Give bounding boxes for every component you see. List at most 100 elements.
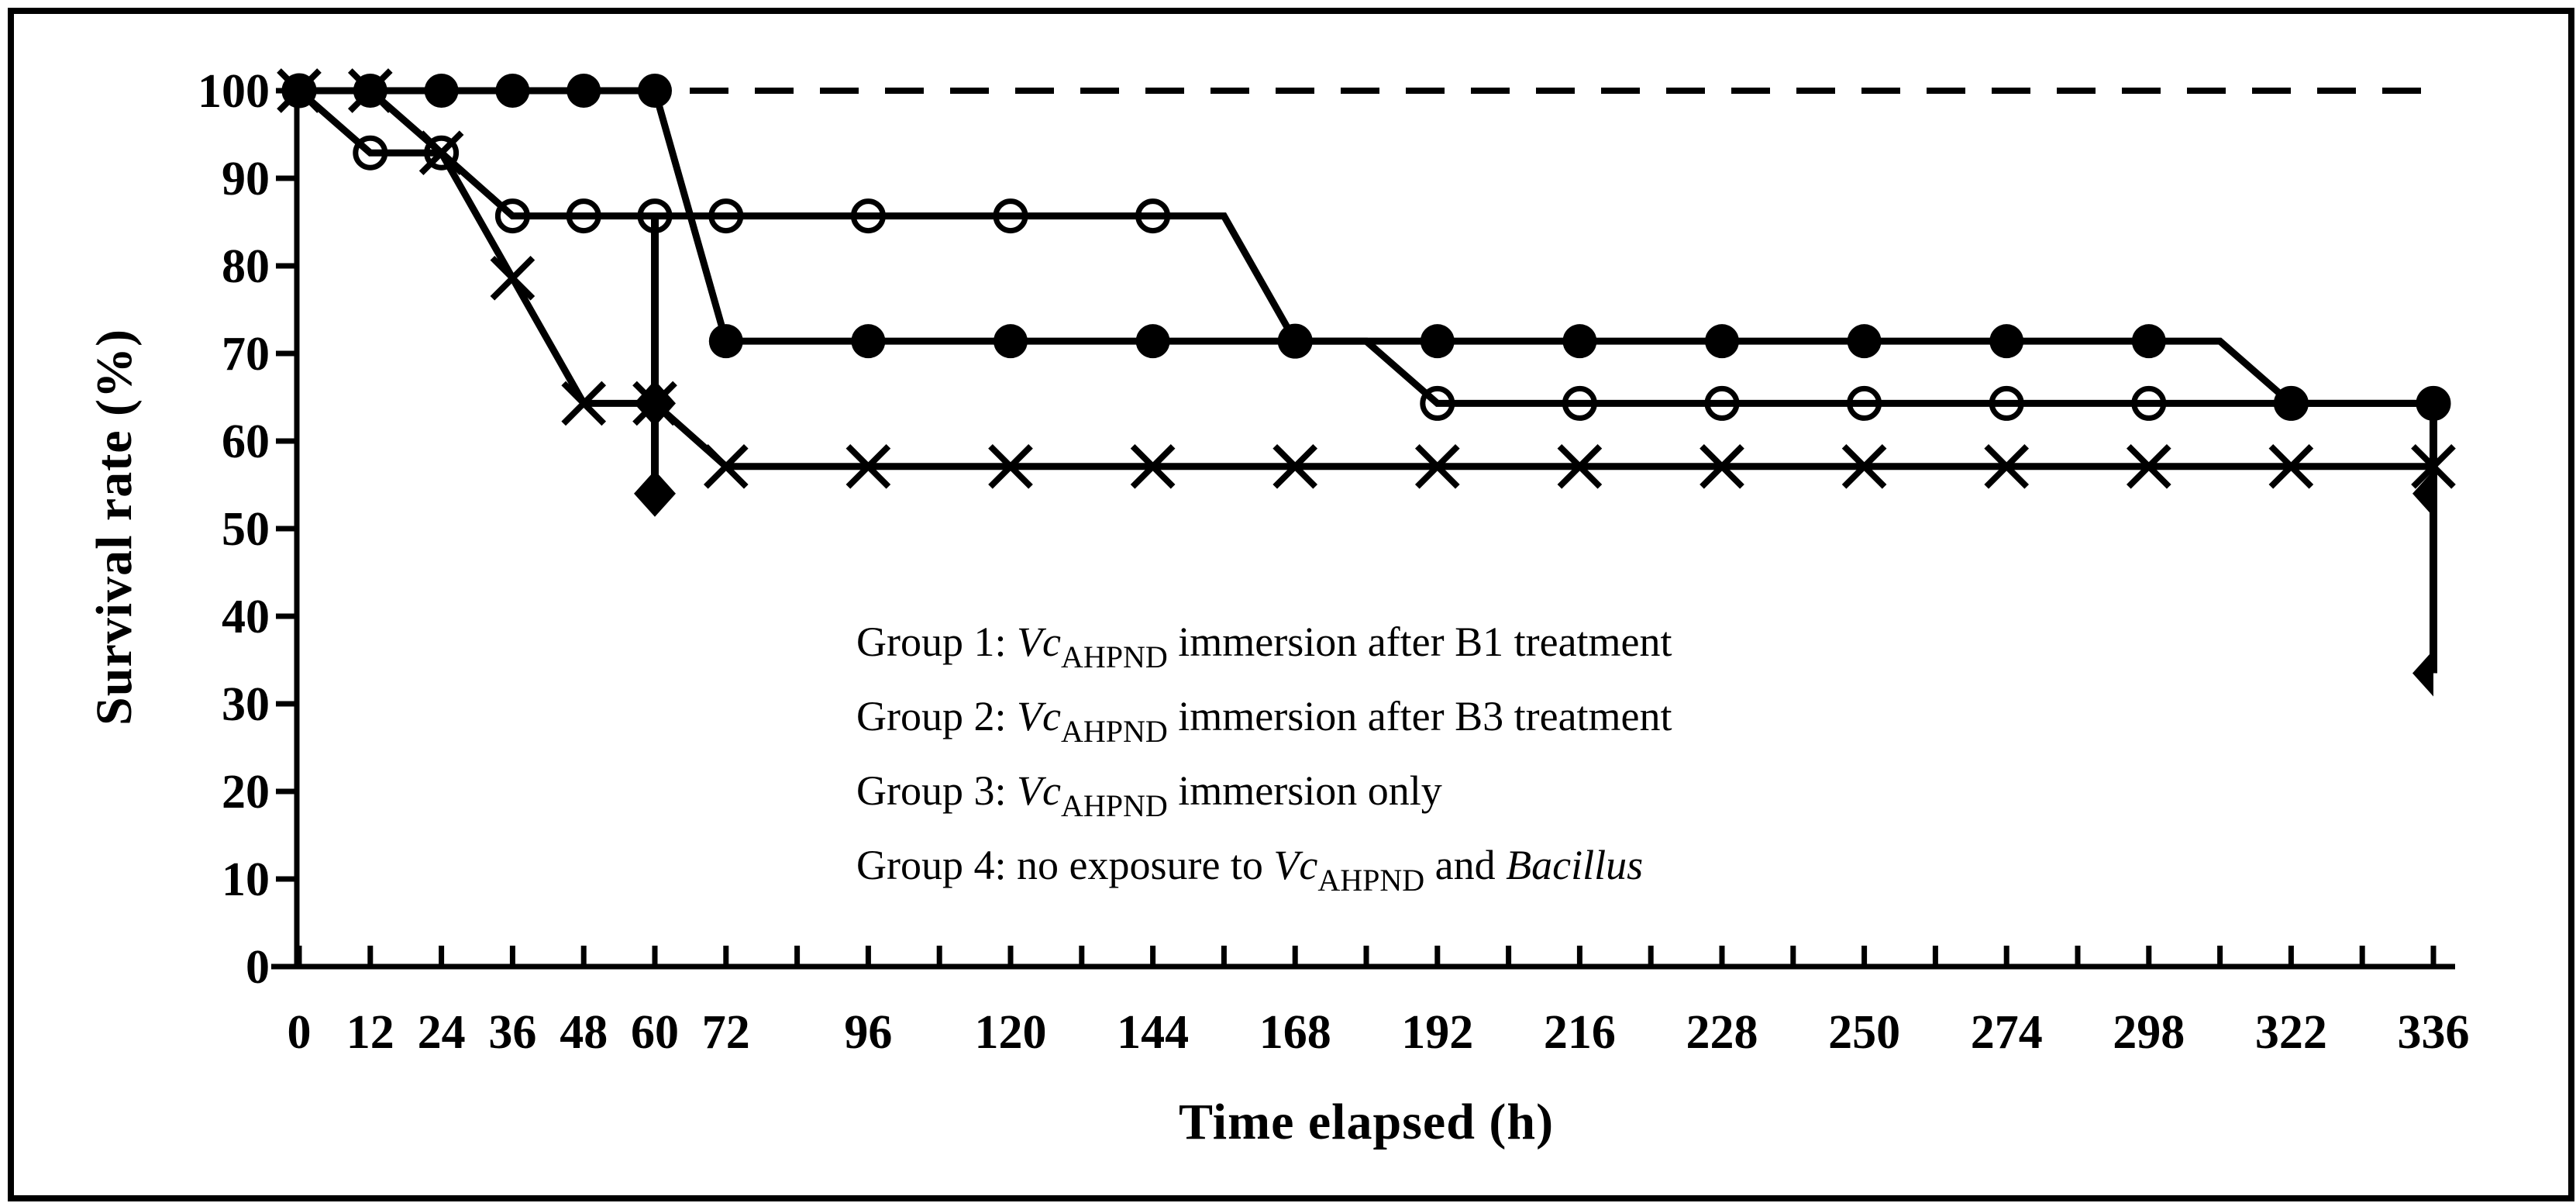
marker-group3-274h [1984, 443, 2030, 489]
legend-subscript: AHPND [1060, 788, 1168, 823]
x-tick-label: 168 [1259, 1006, 1331, 1059]
x-axis-title: Time elapsed (h) [1178, 1094, 1555, 1150]
marker-group2-48h [566, 198, 601, 234]
marker-group3-250h [1841, 443, 1887, 489]
y-tick-label: 100 [198, 65, 270, 118]
marker-group1-228h [1705, 324, 1739, 359]
x-tick-label: 336 [2398, 1006, 2470, 1059]
markers-group2 [281, 73, 2451, 421]
marker-group1-216h [1562, 324, 1597, 359]
marker-group1-250h [1847, 324, 1882, 359]
legend-italic-text: Vc [1273, 842, 1318, 888]
legend-text: Group 4: no exposure to [856, 842, 1274, 888]
y-tick-label: 30 [222, 678, 270, 731]
x-tick-label: 60 [631, 1006, 679, 1059]
marker-group3-24h [418, 130, 464, 176]
x-tick-label: 24 [418, 1006, 466, 1059]
marker-group2-36h [494, 198, 530, 234]
legend-subscript: AHPND [1317, 863, 1425, 898]
marker-group2-24h [424, 135, 460, 171]
marker-group1-96h [851, 324, 886, 359]
diamond-dropline-336h [2412, 403, 2437, 697]
marker-group3-96h [845, 443, 891, 489]
y-tick-label: 50 [222, 503, 270, 556]
y-tick-label: 40 [222, 591, 270, 643]
legend-italic-text: Bacillus [1506, 842, 1644, 888]
legend-italic-text: Vc [1016, 693, 1061, 739]
x-tick-label: 192 [1401, 1006, 1473, 1059]
marker-group1-336h [2416, 386, 2450, 421]
marker-group1-72h [708, 324, 743, 359]
marker-group2-228h [1704, 385, 1740, 421]
marker-group3-72h [703, 443, 749, 489]
markers-group1 [282, 74, 2450, 421]
y-axis-title: Survival rate (%) [86, 329, 143, 726]
series [277, 68, 2456, 697]
legend-text: Group 1: [856, 619, 1017, 665]
diamond-marker [634, 470, 676, 517]
y-tick-label: 70 [222, 328, 270, 381]
legend-text: immersion after B1 treatment [1167, 619, 1672, 665]
legend-text: Group 2: [856, 693, 1017, 739]
y-tick-label: 20 [222, 766, 270, 819]
legend-line-group4: Group 4: no exposure to VcAHPND and Baci… [856, 836, 1672, 910]
marker-group3-216h [1557, 443, 1603, 489]
x-tick-label: 228 [1686, 1006, 1758, 1059]
marker-group2-12h [353, 135, 388, 171]
legend-block: Group 1: VcAHPND immersion after B1 trea… [856, 612, 1672, 910]
y-tick-label: 60 [222, 415, 270, 468]
diamond-marker [2412, 650, 2433, 697]
y-tick-label: 10 [222, 853, 270, 906]
legend-text: immersion after B3 treatment [1167, 693, 1672, 739]
legend-line-group1: Group 1: VcAHPND immersion after B1 trea… [856, 612, 1672, 687]
markers-group3 [277, 68, 2456, 489]
marker-group1-192h [1420, 324, 1455, 359]
marker-group1-24h [424, 74, 459, 108]
x-tick-label: 72 [702, 1006, 750, 1059]
marker-group3-192h [1414, 443, 1460, 489]
marker-group1-274h [1989, 324, 2024, 359]
marker-group1-168h [1278, 324, 1313, 359]
marker-group3-298h [2126, 443, 2171, 489]
marker-group2-72h [708, 198, 744, 234]
figure-border [8, 8, 2574, 1201]
marker-group1-120h [994, 324, 1028, 359]
legend-italic-text: Vc [1016, 767, 1061, 814]
x-tick-label: 0 [288, 1006, 312, 1059]
y-tick-label: 80 [222, 240, 270, 293]
marker-group2-120h [993, 198, 1028, 234]
marker-group1-48h [567, 74, 601, 108]
marker-group3-168h [1273, 443, 1318, 489]
marker-group3-48h [561, 381, 607, 426]
marker-group3-144h [1130, 443, 1176, 489]
legend-text: immersion only [1167, 767, 1442, 814]
x-tick-label: 322 [2255, 1006, 2327, 1059]
marker-group1-322h [2274, 386, 2309, 421]
x-tick-label: 216 [1544, 1006, 1616, 1059]
line-group1 [299, 87, 2433, 407]
marker-group2-250h [1847, 385, 1882, 421]
marker-group1-60h [638, 74, 672, 108]
marker-group1-298h [2131, 324, 2166, 359]
marker-group3-228h [1700, 443, 1744, 489]
marker-group3-120h [988, 443, 1033, 489]
marker-group2-216h [1562, 385, 1597, 421]
diamond-marker [2412, 470, 2433, 517]
marker-group3-322h [2268, 443, 2314, 489]
marker-group2-192h [1420, 385, 1455, 421]
marker-group1-144h [1135, 324, 1170, 359]
marker-group2-96h [850, 198, 886, 234]
line-group3 [299, 87, 2433, 471]
legend-text: and [1424, 842, 1507, 888]
x-tick-label: 250 [1828, 1006, 1900, 1059]
x-tick-label: 36 [488, 1006, 536, 1059]
legend-subscript: AHPND [1060, 714, 1168, 749]
x-tick-label: 274 [1971, 1006, 2043, 1059]
marker-group2-298h [2131, 385, 2167, 421]
x-tick-label: 298 [2113, 1006, 2185, 1059]
legend-italic-text: Vc [1016, 619, 1061, 665]
legend-subscript: AHPND [1060, 639, 1168, 674]
y-tick-label: 90 [222, 153, 270, 205]
